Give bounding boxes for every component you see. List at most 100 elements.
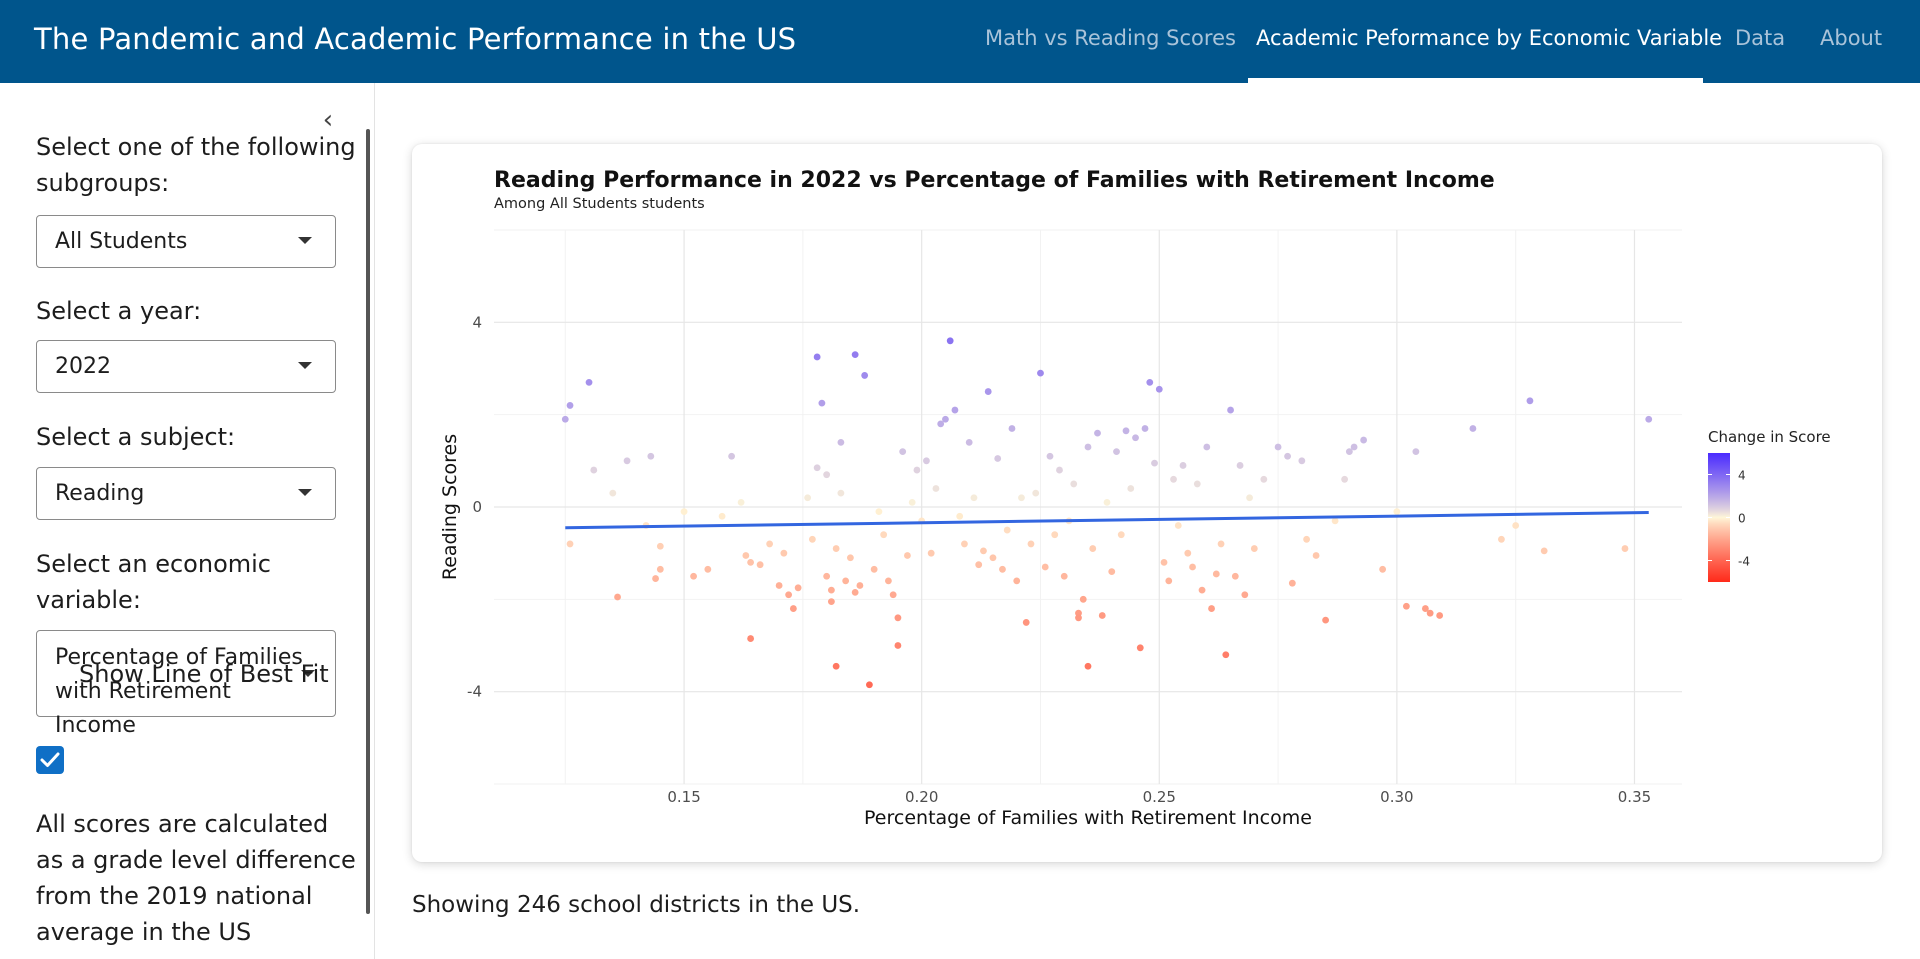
data-point: [1084, 662, 1092, 670]
data-point: [590, 466, 598, 474]
data-point: [894, 614, 902, 622]
data-point: [856, 582, 864, 589]
data-point: [899, 448, 907, 455]
best-fit-label[interactable]: Show Line of Best Fit: [79, 660, 329, 688]
data-point: [832, 545, 840, 552]
data-point: [946, 337, 954, 345]
chevron-left-icon[interactable]: ‹: [322, 105, 334, 135]
data-point: [804, 494, 812, 502]
chart-card: 0.15 0.20 0.25 0.30 0.35 -4 0 4 Reading Performa…: [412, 144, 1882, 862]
data-point: [989, 554, 997, 562]
data-point: [1469, 425, 1477, 432]
tab-academic-performance[interactable]: Academic Peformance by Economic Variable: [1256, 26, 1723, 50]
tab-math-vs-reading[interactable]: Math vs Reading Scores: [985, 26, 1236, 50]
data-point: [785, 591, 793, 599]
data-point: [1498, 535, 1505, 543]
data-point: [1345, 448, 1353, 455]
data-point: [1155, 385, 1163, 393]
data-point: [923, 457, 930, 465]
econ-variable-select-value: Percentage of Families with Retirement I…: [55, 645, 303, 738]
data-point: [999, 565, 1006, 573]
data-point: [875, 508, 883, 516]
data-point: [561, 415, 569, 423]
data-point: [1208, 605, 1215, 612]
data-point: [813, 464, 821, 472]
data-point: [747, 559, 755, 566]
data-point: [1189, 563, 1196, 571]
data-point: [1132, 434, 1139, 442]
data-point: [1027, 540, 1035, 548]
data-point: [861, 372, 869, 379]
data-point: [1056, 466, 1063, 474]
data-point: [1179, 462, 1187, 469]
data-point: [1060, 572, 1068, 580]
data-point: [1412, 448, 1420, 455]
data-point: [1331, 517, 1339, 525]
tab-data[interactable]: Data: [1735, 26, 1786, 50]
year-select-value: 2022: [55, 354, 111, 379]
y-axis-label: Reading Scores: [439, 434, 461, 580]
data-point: [566, 402, 574, 409]
data-point: [1013, 577, 1021, 585]
data-point: [623, 457, 631, 465]
best-fit-checkbox[interactable]: [36, 746, 64, 774]
econ-variable-select[interactable]: Percentage of Families with Retirement I…: [36, 630, 336, 738]
data-point: [1212, 570, 1220, 578]
data-point: [1084, 443, 1092, 451]
data-point: [1303, 535, 1310, 543]
data-point: [870, 565, 878, 573]
caret-down-icon: [298, 489, 312, 496]
data-point: [1512, 522, 1520, 529]
sidebar: ‹ Select one of the following subgroups:…: [0, 83, 375, 959]
data-point: [1288, 579, 1296, 587]
subgroup-select-value: All Students: [55, 229, 188, 254]
data-point: [789, 605, 797, 612]
data-point: [1241, 591, 1249, 599]
data-point: [1103, 498, 1111, 506]
data-point: [1051, 531, 1059, 539]
data-point: [842, 577, 850, 585]
data-point: [737, 498, 745, 506]
data-point: [1127, 485, 1135, 492]
data-point: [756, 561, 764, 569]
subgroup-select[interactable]: All Students: [36, 215, 336, 268]
score-note: All scores are calculated as a grade lev…: [36, 810, 356, 946]
data-point: [832, 662, 840, 670]
legend-tick-label: 0: [1738, 512, 1746, 526]
data-point: [984, 388, 992, 395]
caret-down-icon: [301, 670, 315, 677]
best-fit-line: [565, 511, 1649, 530]
data-point: [889, 591, 897, 599]
data-point: [680, 508, 688, 516]
y-tick-label: 4: [472, 313, 482, 331]
x-tick-label: 0.20: [905, 788, 938, 806]
data-point: [904, 552, 911, 559]
data-point: [1094, 429, 1101, 437]
data-point: [1260, 475, 1268, 483]
data-point: [585, 378, 593, 386]
data-point: [1231, 572, 1239, 580]
data-point: [1136, 644, 1144, 652]
year-label: Select a year:: [36, 297, 202, 325]
data-point: [1217, 540, 1225, 548]
legend-colorbar: [1708, 453, 1730, 582]
data-point: [851, 589, 859, 596]
subject-select[interactable]: Reading: [36, 467, 336, 520]
tab-about[interactable]: About: [1820, 26, 1883, 50]
data-point: [965, 438, 973, 446]
subject-select-value: Reading: [55, 481, 145, 506]
data-point: [1322, 616, 1329, 624]
data-point: [1003, 526, 1011, 534]
data-point: [1075, 614, 1082, 622]
sidebar-scrollbar[interactable]: [366, 129, 370, 914]
data-point: [1174, 522, 1182, 529]
data-point: [614, 593, 621, 601]
year-select[interactable]: 2022: [36, 340, 336, 393]
data-point: [1227, 406, 1234, 414]
data-point: [1184, 549, 1192, 557]
data-point: [1426, 609, 1434, 617]
data-point: [1250, 545, 1258, 552]
data-point: [1222, 651, 1230, 659]
data-point: [994, 455, 1002, 462]
data-point: [827, 586, 835, 594]
